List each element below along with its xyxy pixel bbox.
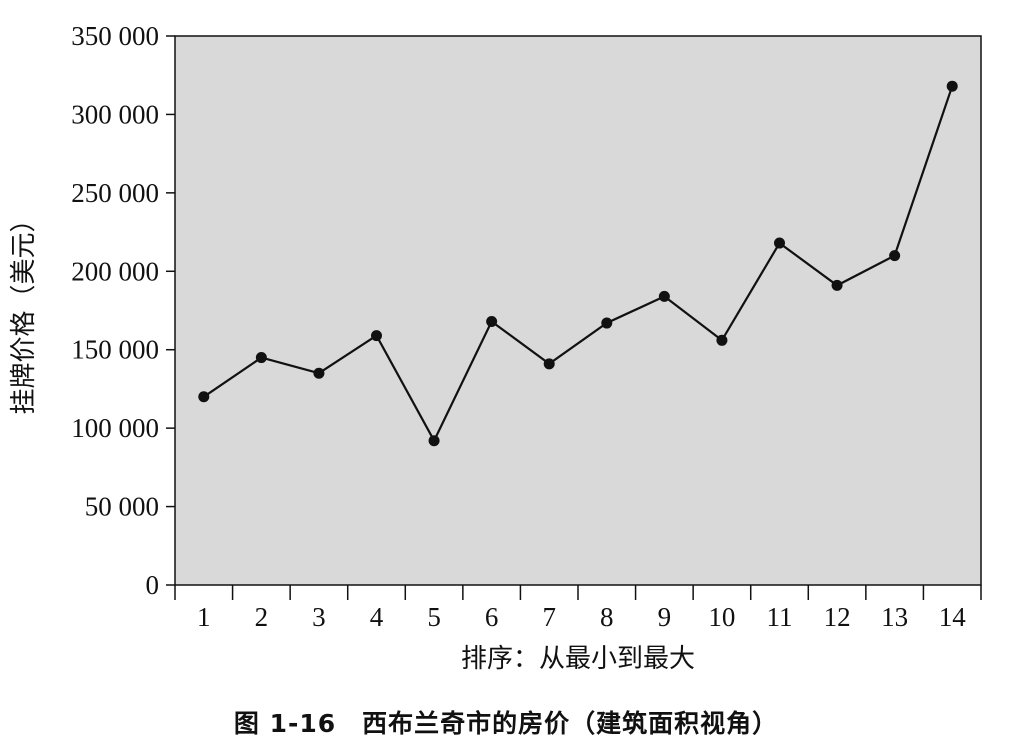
y-tick-label: 0 [146,570,160,600]
x-tick-label: 11 [767,602,793,632]
x-tick-label: 2 [255,602,269,632]
x-tick-label: 12 [824,602,851,632]
x-tick-label: 13 [881,602,908,632]
x-axis: 1 2 3 4 5 6 7 8 9 10 11 12 13 14 [174,585,982,632]
y-tick-label: 200 000 [71,256,159,286]
data-point [716,334,728,346]
data-point [371,330,382,342]
data-point [889,250,901,262]
data-point [946,80,958,92]
data-points [198,80,958,447]
y-tick-label: 50 000 [85,492,159,522]
x-tick-label: 6 [485,602,499,632]
plot-area [174,35,982,586]
data-point [831,279,843,291]
data-point [543,358,555,370]
data-point [601,317,613,329]
data-point [658,290,670,302]
x-tick-label: 3 [312,602,326,632]
data-point [198,391,210,403]
x-tick-label: 14 [939,602,967,632]
data-point [774,237,785,249]
x-tick-label: 8 [600,602,614,632]
y-tick-label: 100 000 [71,413,159,443]
data-point [313,367,325,379]
data-point [255,352,267,364]
series-line [203,85,954,444]
line-chart: 0 50 000 100 000 150 000 200 000 250 000 300 0… [9,21,982,674]
y-tick-label: 150 000 [71,335,159,365]
x-tick-label: 10 [708,602,735,632]
data-point [486,315,498,327]
x-tick-label: 9 [658,602,672,632]
x-tick-label: 5 [427,602,441,632]
y-axis: 0 50 000 100 000 150 000 200 000 250 000 300 0… [71,21,175,600]
y-axis-title: 挂牌价格（美元） [9,206,39,414]
data-point [428,435,440,447]
x-tick-label: 4 [370,602,384,632]
y-tick-label: 300 000 [71,99,159,129]
y-tick-label: 250 000 [71,178,159,208]
y-tick-label: 350 000 [71,21,159,51]
x-axis-title: 排序：从最小到最大 [461,644,695,674]
x-tick-label: 1 [197,602,211,632]
x-tick-label: 7 [542,602,556,632]
figure-caption: 图 1-16 西布兰奇市的房价（建筑面积视角） [233,709,779,738]
